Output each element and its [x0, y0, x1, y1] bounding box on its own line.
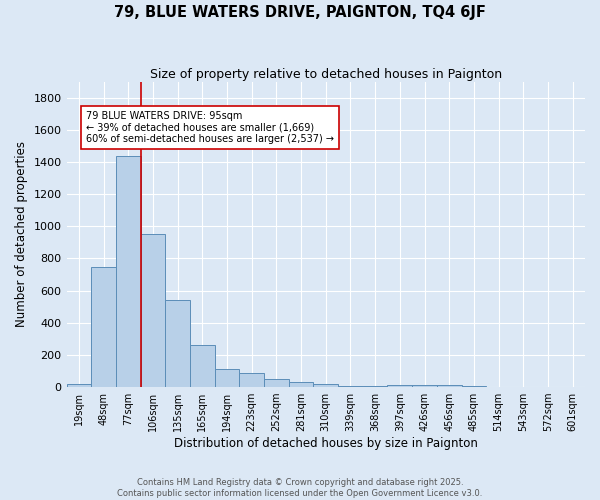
Bar: [388, 385, 412, 387]
Text: 79 BLUE WATERS DRIVE: 95sqm
← 39% of detached houses are smaller (1,669)
60% of : 79 BLUE WATERS DRIVE: 95sqm ← 39% of det…: [86, 110, 334, 144]
Bar: [165, 300, 190, 387]
Bar: [412, 386, 437, 387]
Bar: [67, 384, 91, 387]
Title: Size of property relative to detached houses in Paignton: Size of property relative to detached ho…: [150, 68, 502, 80]
Bar: [437, 386, 461, 387]
Bar: [289, 382, 313, 387]
Text: Contains HM Land Registry data © Crown copyright and database right 2025.
Contai: Contains HM Land Registry data © Crown c…: [118, 478, 482, 498]
Bar: [190, 345, 215, 387]
Text: 79, BLUE WATERS DRIVE, PAIGNTON, TQ4 6JF: 79, BLUE WATERS DRIVE, PAIGNTON, TQ4 6JF: [114, 5, 486, 20]
Bar: [338, 386, 363, 387]
Y-axis label: Number of detached properties: Number of detached properties: [15, 142, 28, 328]
Bar: [91, 268, 116, 387]
Bar: [215, 370, 239, 387]
X-axis label: Distribution of detached houses by size in Paignton: Distribution of detached houses by size …: [174, 437, 478, 450]
Bar: [461, 386, 486, 387]
Bar: [264, 380, 289, 387]
Bar: [313, 384, 338, 387]
Bar: [116, 156, 140, 387]
Bar: [140, 234, 165, 387]
Bar: [239, 372, 264, 387]
Bar: [363, 386, 388, 387]
